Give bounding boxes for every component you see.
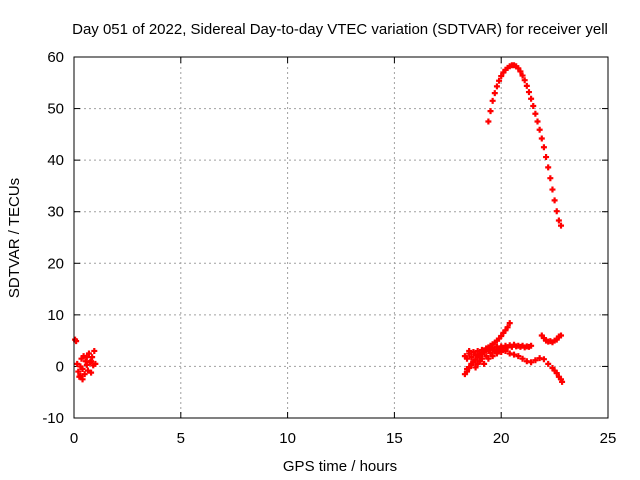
- series-lower-band: [461, 341, 535, 362]
- data-point: [474, 360, 481, 367]
- data-points: [72, 62, 566, 385]
- data-point: [487, 108, 494, 115]
- data-point: [491, 90, 498, 97]
- data-point: [558, 332, 565, 339]
- y-tick-label: 30: [47, 204, 64, 221]
- series-lower-descending: [498, 346, 566, 385]
- data-point: [79, 366, 86, 373]
- data-point: [472, 364, 479, 371]
- data-point: [536, 126, 543, 133]
- data-point: [558, 222, 565, 229]
- data-point: [496, 347, 503, 354]
- data-point: [468, 354, 475, 361]
- x-tick-label: 5: [177, 430, 185, 447]
- data-point: [515, 353, 522, 360]
- grid: [74, 57, 608, 418]
- data-point: [519, 72, 526, 79]
- series-lower-fill: [464, 347, 505, 373]
- data-point: [540, 144, 547, 151]
- data-point: [84, 367, 91, 374]
- y-axis-label: SDTVAR / TECUs: [6, 178, 23, 298]
- data-point: [493, 83, 500, 90]
- data-point: [528, 95, 535, 102]
- data-point: [547, 175, 554, 182]
- series-arc: [485, 62, 565, 229]
- data-point: [555, 217, 562, 224]
- data-point: [74, 360, 81, 367]
- data-point: [481, 360, 488, 367]
- data-point: [530, 102, 537, 109]
- data-point: [534, 118, 541, 125]
- x-tick-label: 25: [600, 430, 617, 447]
- data-point: [511, 351, 518, 358]
- plot-frame: [73, 56, 609, 419]
- x-tick-label: 15: [386, 430, 403, 447]
- y-tick-label: -10: [42, 410, 64, 427]
- data-point: [506, 320, 513, 327]
- data-point: [519, 355, 526, 362]
- x-tick-label: 0: [70, 430, 78, 447]
- data-point: [464, 366, 471, 373]
- data-point: [478, 355, 485, 362]
- y-tick-label: 10: [47, 307, 64, 324]
- data-point: [540, 356, 547, 363]
- data-point: [545, 164, 552, 171]
- y-tick-label: 20: [47, 255, 64, 272]
- data-point: [496, 77, 503, 84]
- x-axis-label: GPS time / hours: [283, 458, 397, 475]
- data-point: [559, 378, 566, 385]
- data-point: [553, 208, 560, 215]
- data-point: [470, 358, 477, 365]
- chart-title: Day 051 of 2022, Sidereal Day-to-day VTE…: [72, 21, 608, 38]
- data-point: [485, 118, 492, 125]
- data-point: [79, 376, 86, 383]
- data-point: [523, 82, 530, 89]
- data-point: [466, 347, 473, 354]
- data-point: [528, 359, 535, 366]
- data-point: [476, 350, 483, 357]
- data-point: [543, 154, 550, 161]
- y-tick-label: 0: [56, 358, 64, 375]
- series-upper-right: [538, 332, 565, 346]
- data-point: [545, 360, 552, 367]
- data-point: [532, 357, 539, 364]
- data-point: [91, 347, 98, 354]
- y-tick-label: 40: [47, 152, 64, 169]
- data-point: [538, 135, 545, 142]
- data-point: [553, 370, 560, 377]
- data-point: [464, 355, 471, 362]
- data-point: [483, 353, 490, 360]
- data-point: [83, 354, 90, 361]
- data-point: [85, 350, 92, 357]
- data-point: [521, 77, 528, 84]
- series-early-cluster: [72, 336, 99, 383]
- axis-ticks: 0 5 10 15 20 25 -10 0 10 20 30 40 50 60: [42, 49, 616, 447]
- x-tick-label: 10: [279, 430, 296, 447]
- data-point: [551, 197, 558, 204]
- x-tick-label: 20: [493, 430, 510, 447]
- data-point: [88, 369, 95, 376]
- data-point: [498, 73, 505, 80]
- data-point: [83, 361, 90, 368]
- y-tick-label: 60: [47, 49, 64, 66]
- data-point: [489, 97, 496, 104]
- y-tick-label: 50: [47, 101, 64, 118]
- data-point: [487, 350, 494, 357]
- data-point: [77, 372, 84, 379]
- data-point: [88, 358, 95, 365]
- data-point: [549, 186, 556, 193]
- data-point: [528, 342, 535, 349]
- data-point: [504, 324, 511, 331]
- data-point: [81, 371, 88, 378]
- data-point: [525, 89, 532, 96]
- data-point: [532, 110, 539, 117]
- data-point: [92, 360, 99, 367]
- data-point: [517, 68, 524, 75]
- data-point: [472, 352, 479, 359]
- data-point: [75, 368, 82, 375]
